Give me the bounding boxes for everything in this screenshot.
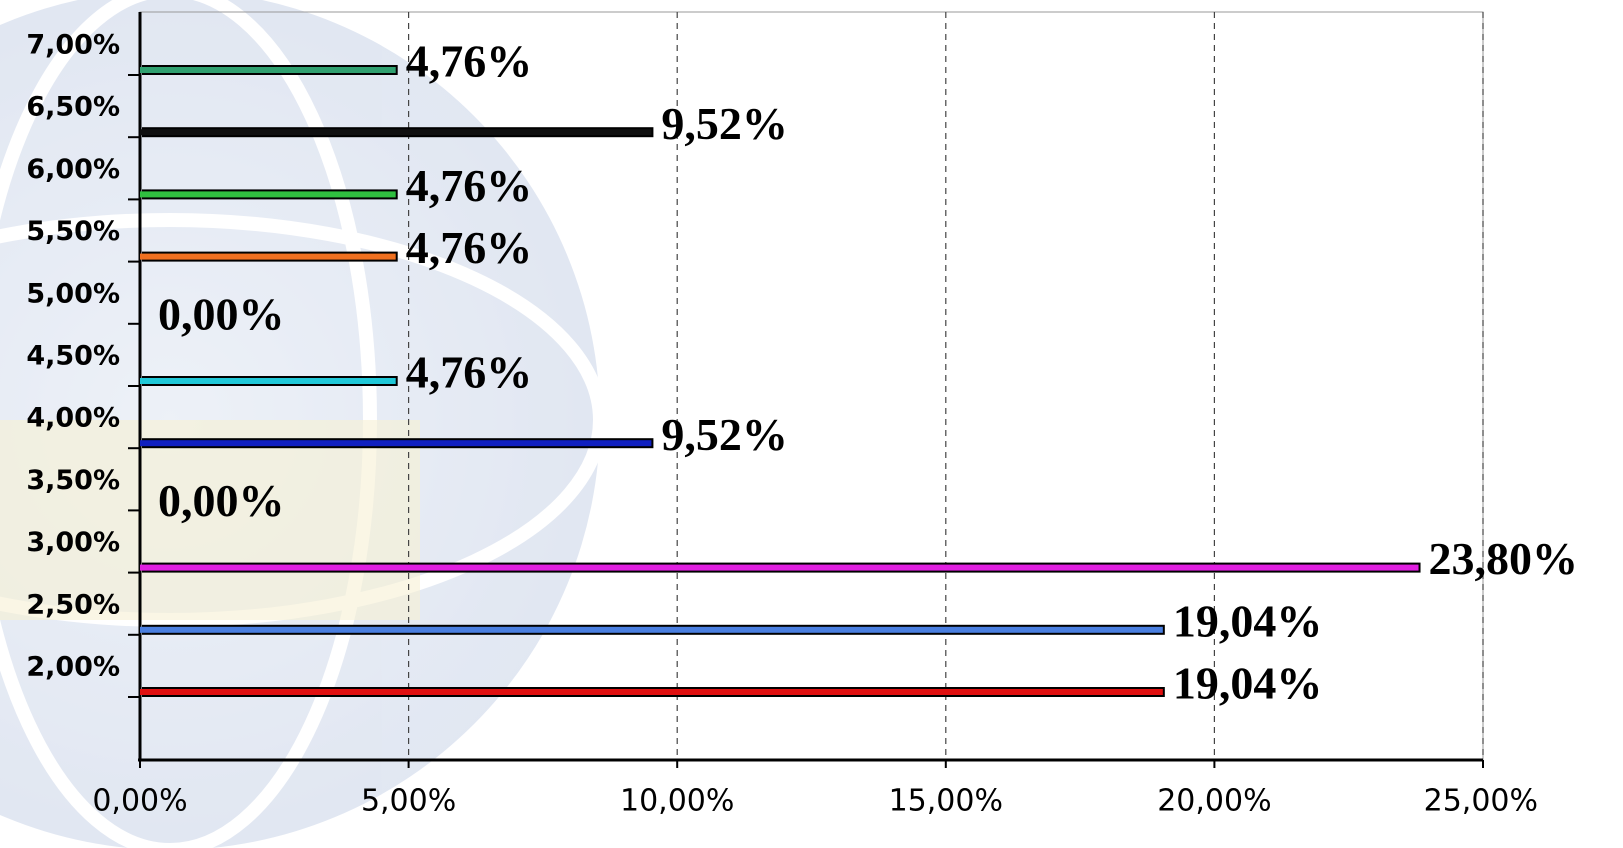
value-label: 19,04% (1173, 595, 1323, 646)
bar (140, 253, 396, 260)
x-tick-label: 15,00% (889, 784, 1003, 819)
bar (140, 191, 396, 198)
bar (140, 689, 1163, 695)
bar (140, 67, 396, 73)
x-tick-label: 25,00% (1424, 784, 1538, 819)
y-tick-label: 2,50% (26, 589, 120, 620)
value-label: 4,76% (406, 160, 533, 211)
x-tick-label: 0,00% (92, 784, 187, 819)
x-tick-label: 10,00% (620, 784, 734, 819)
y-tick-label: 6,00% (26, 154, 120, 185)
bar (140, 626, 1163, 633)
value-label: 4,76% (406, 347, 533, 398)
bar (140, 564, 1419, 571)
x-tick-label: 20,00% (1157, 784, 1271, 819)
y-tick-label: 6,50% (26, 92, 120, 123)
bar (140, 378, 396, 384)
value-label: 0,00% (158, 288, 285, 339)
y-tick-label: 4,50% (26, 341, 120, 372)
value-label: 9,52% (661, 98, 788, 149)
value-label: 4,76% (406, 222, 533, 273)
y-tick-label: 2,00% (26, 652, 120, 683)
y-tick-label: 3,50% (26, 465, 120, 496)
bar (140, 129, 652, 136)
y-tick-label: 5,00% (26, 278, 120, 309)
bar (140, 440, 652, 447)
y-tick-label: 5,50% (26, 216, 120, 247)
background-watermark (0, 0, 607, 848)
value-label: 23,80% (1429, 533, 1579, 584)
value-label: 0,00% (158, 475, 285, 526)
value-label: 4,76% (406, 36, 533, 87)
y-tick-label: 3,00% (26, 527, 120, 558)
x-tick-label: 5,00% (361, 784, 456, 819)
y-tick-label: 7,00% (26, 30, 120, 61)
value-label: 19,04% (1173, 658, 1323, 709)
value-label: 9,52% (661, 409, 788, 460)
y-tick-label: 4,00% (26, 403, 120, 434)
